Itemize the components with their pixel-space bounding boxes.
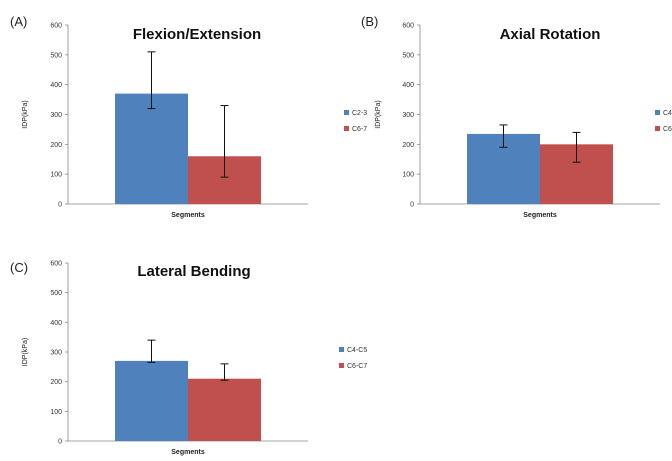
y-tick-label: 400	[402, 82, 414, 89]
legend-label-2: C6	[663, 126, 672, 133]
panel-letter: (B)	[361, 14, 378, 29]
legend-swatch-1	[344, 110, 349, 115]
legend-label-2: C6-7	[352, 126, 367, 133]
y-tick-label: 100	[50, 172, 62, 179]
legend-label-1: C4-C5	[347, 347, 367, 354]
legend-swatch-2	[339, 363, 344, 368]
y-axis-label: IDP(kPa)	[22, 100, 29, 128]
y-tick-label: 300	[50, 350, 62, 357]
y-tick-label: 300	[402, 112, 414, 119]
y-tick-label: 400	[50, 82, 62, 89]
y-tick-label: 500	[402, 52, 414, 59]
y-tick-label: 600	[402, 23, 414, 30]
x-axis-label: Segments	[171, 449, 205, 456]
chart-title: Axial Rotation	[500, 26, 601, 43]
panel-letter: (A)	[10, 14, 27, 29]
y-tick-label: 400	[50, 320, 62, 327]
y-tick-label: 200	[402, 142, 414, 149]
legend-label-1: C4	[663, 110, 672, 117]
legend-swatch-1	[655, 110, 660, 115]
legend-swatch-2	[344, 126, 349, 131]
y-tick-label: 500	[50, 290, 62, 297]
y-tick-label: 100	[50, 409, 62, 416]
chart-panel-2: (B) Axial Rotation 0 100 200 300 400 500 600 IDP(…	[361, 14, 672, 219]
y-tick-label: 0	[58, 439, 62, 446]
chart-panel-3: (C) Lateral Bending 0 100 200 300 400 500 600 IDP…	[10, 260, 367, 456]
legend-swatch-2	[655, 126, 660, 131]
y-tick-label: 200	[50, 142, 62, 149]
bar-2	[188, 378, 261, 441]
y-tick-label: 300	[50, 112, 62, 119]
panel-letter: (C)	[10, 260, 28, 275]
y-tick-label: 0	[410, 202, 414, 209]
chart-title: Flexion/Extension	[133, 26, 261, 43]
legend-label-1: C2-3	[352, 110, 367, 117]
chart-panel-1: (A) Flexion/Extension 0 100 200 300 400 500 600 I…	[10, 14, 367, 219]
bar-1	[115, 93, 188, 204]
y-tick-label: 600	[50, 261, 62, 268]
y-tick-label: 0	[58, 202, 62, 209]
y-axis-label: IDP(kPa)	[375, 100, 382, 128]
x-axis-label: Segments	[171, 212, 205, 219]
chart-title: Lateral Bending	[137, 263, 250, 280]
y-tick-label: 200	[50, 379, 62, 386]
legend-label-2: C6-C7	[347, 363, 367, 370]
legend-swatch-1	[339, 347, 344, 352]
bar-1	[115, 360, 188, 441]
x-axis-label: Segments	[523, 212, 557, 219]
y-tick-label: 100	[402, 172, 414, 179]
y-tick-label: 500	[50, 52, 62, 59]
y-axis-label: IDP(kPa)	[22, 338, 29, 366]
y-tick-label: 600	[50, 23, 62, 30]
